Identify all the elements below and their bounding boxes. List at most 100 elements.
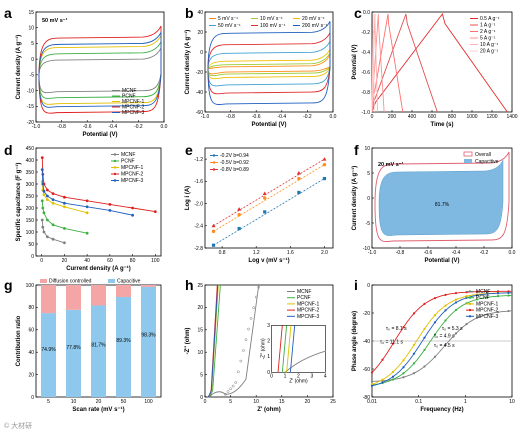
bar-diffusion bbox=[91, 285, 106, 306]
x-tick-label: -0.4 bbox=[452, 250, 461, 256]
bar-label: 81.7% bbox=[91, 343, 106, 349]
bar-diffusion bbox=[41, 285, 56, 314]
x-tick-label: 1200 bbox=[486, 114, 497, 120]
data-point bbox=[51, 198, 55, 202]
data-point bbox=[229, 387, 232, 391]
x-tick-label: 1.2 bbox=[253, 250, 260, 256]
y-axis-label: Potential (V) bbox=[352, 44, 358, 79]
tau-annotation: τ₀ = 8.1 s bbox=[386, 326, 407, 332]
y-tick-label: 15 bbox=[197, 328, 203, 334]
inset-x-tick-label: 4 bbox=[324, 373, 327, 379]
legend-entry: Capacitive bbox=[475, 159, 499, 165]
legend-entry: MCNF bbox=[122, 88, 136, 94]
y-tick-label: 5 bbox=[367, 171, 370, 177]
data-point bbox=[237, 226, 241, 231]
y-tick-label: -10 bbox=[363, 246, 370, 252]
panel-b: b -1.0 -0.8 -0.6 -0.4 -0.2 0.0 -60 -40 -20 0 20 40 Po… bbox=[184, 5, 337, 128]
inset-curve bbox=[286, 325, 292, 373]
y-tick-label: 20 bbox=[28, 372, 34, 378]
x-tick-label: -1.0 bbox=[368, 250, 377, 256]
y-axis-label: -Z'' (ohm) bbox=[185, 328, 191, 355]
x-tick-label: 60 bbox=[107, 258, 113, 264]
y-tick-label: -60 bbox=[363, 367, 370, 373]
data-point bbox=[211, 229, 216, 234]
bode-curve-MPCNF-2 bbox=[371, 290, 512, 373]
data-point bbox=[45, 188, 49, 192]
y-tick-label: -5 bbox=[30, 73, 35, 79]
legend-entry: 0.5 A g⁻¹ bbox=[480, 16, 500, 22]
y-tick-label: 0 bbox=[200, 50, 203, 56]
legend-entry: -0.8V b=0.89 bbox=[220, 167, 249, 173]
x-tick-label: 400 bbox=[408, 114, 417, 120]
panel-label-b: b bbox=[185, 5, 194, 21]
inset-curve bbox=[277, 325, 283, 373]
inset-curve bbox=[281, 325, 288, 373]
legend-marker bbox=[212, 154, 216, 157]
data-point bbox=[237, 212, 241, 217]
legend-entry: MPCNF-2 bbox=[121, 172, 143, 178]
watermark-text: © 大材研 bbox=[4, 421, 32, 430]
x-tick-label: 20 bbox=[96, 399, 102, 405]
data-point bbox=[51, 223, 55, 227]
data-point bbox=[249, 317, 253, 320]
inset-y-tick-label: 2 bbox=[267, 339, 270, 345]
x-tick-label: 20 bbox=[62, 258, 68, 264]
data-point bbox=[108, 209, 112, 212]
nyquist-curve-MCNF bbox=[208, 284, 260, 398]
y-tick-label: -1.6 bbox=[194, 179, 203, 185]
data-point bbox=[63, 227, 66, 230]
y-tick-label: -2.8 bbox=[194, 246, 203, 252]
bar-capacitive bbox=[116, 296, 131, 397]
x-tick-label: 0.0 bbox=[161, 124, 168, 130]
bar-capacitive bbox=[91, 305, 106, 397]
data-point bbox=[297, 176, 301, 181]
cv-curve-PCNF bbox=[38, 41, 162, 99]
legend-entry: 5 mV s⁻¹ bbox=[218, 16, 238, 22]
x-tick-label: 1000 bbox=[466, 114, 477, 120]
bar-label: 89.3% bbox=[116, 338, 131, 344]
panel-label-f: f bbox=[354, 142, 359, 158]
data-point bbox=[63, 241, 66, 245]
y-axis-label: Current density (A g⁻¹) bbox=[184, 30, 191, 95]
x-tick-label: 25 bbox=[330, 399, 336, 405]
panel-label-d: d bbox=[4, 142, 13, 158]
scan-rate-annotation: 50 mV s⁻¹ bbox=[42, 17, 68, 24]
y-axis-label: Current density (A g⁻¹) bbox=[15, 35, 22, 100]
x-tick-label: 1.6 bbox=[287, 250, 294, 256]
nyquist-curve-MPCNF-3 bbox=[207, 284, 219, 398]
y-tick-label: 200 bbox=[26, 206, 35, 212]
legend-entry: -0.2V b=0.94 bbox=[220, 153, 249, 159]
data-point bbox=[42, 230, 46, 234]
panel-i: i 0.01 0.1 1 10 -80 -60 -40 -20 0 Frequency (Hz) Ph… bbox=[352, 277, 515, 413]
data-point bbox=[42, 189, 46, 193]
panel-d: d 0 20 40 60 80 100 0 50 100 150 200 250 300 350 400 450… bbox=[4, 142, 162, 272]
x-tick-label: 0 bbox=[40, 258, 43, 264]
y-tick-label: -10 bbox=[27, 88, 34, 94]
data-point bbox=[211, 243, 216, 247]
gcd-curve-1 A g⁻¹ bbox=[371, 13, 438, 113]
y-tick-label: 60 bbox=[28, 328, 34, 334]
data-point bbox=[224, 392, 227, 396]
data-point bbox=[85, 231, 89, 235]
legend-entry: MPCNF-2 bbox=[297, 308, 319, 314]
y-tick-label: 10 bbox=[197, 350, 203, 356]
legend-swatch bbox=[40, 279, 47, 283]
data-point bbox=[254, 295, 258, 299]
x-tick-label: 1400 bbox=[506, 114, 517, 120]
data-point bbox=[108, 203, 112, 206]
scan-rate-annotation: 20 mV s⁻¹ bbox=[378, 161, 404, 168]
legend-marker bbox=[468, 290, 472, 293]
panel-label-c: c bbox=[354, 5, 362, 21]
data-point bbox=[297, 190, 301, 195]
data-point bbox=[257, 285, 261, 289]
data-point bbox=[234, 381, 238, 384]
x-tick-label: 600 bbox=[428, 114, 437, 120]
x-axis-label: Time (s) bbox=[431, 122, 454, 128]
y-tick-label: 0 bbox=[31, 254, 34, 260]
y-tick-label: 300 bbox=[26, 182, 35, 188]
x-tick-label: -0.2 bbox=[480, 250, 489, 256]
inset-x-tick-label: 2 bbox=[297, 373, 300, 379]
y-tick-label: -40 bbox=[363, 339, 370, 345]
data-point bbox=[45, 235, 49, 239]
x-tick-label: 0.1 bbox=[415, 399, 422, 405]
